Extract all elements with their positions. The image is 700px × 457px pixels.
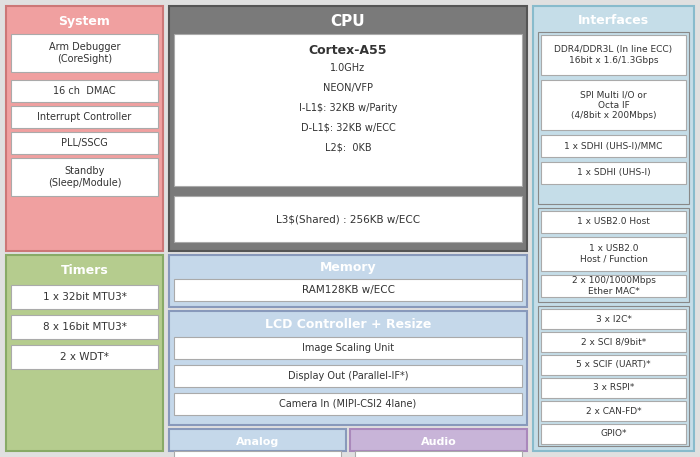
Text: DDR4/DDR3L (In line ECC)
16bit x 1.6/1.3Gbps: DDR4/DDR3L (In line ECC) 16bit x 1.6/1.3… [554, 45, 673, 65]
Bar [11, 80, 158, 102]
Bar [541, 275, 686, 297]
Bar [541, 211, 686, 233]
Text: 2 x 100/1000Mbps
Ether MAC*: 2 x 100/1000Mbps Ether MAC* [572, 276, 655, 296]
Bar [174, 337, 522, 359]
Bar [541, 135, 686, 157]
Text: NEON/VFP: NEON/VFP [323, 83, 373, 93]
Bar [538, 208, 689, 302]
Text: Cortex-A55: Cortex-A55 [309, 43, 387, 57]
Text: Audio: Audio [421, 437, 456, 447]
Bar [6, 6, 163, 251]
Bar [350, 429, 527, 451]
Bar [174, 279, 522, 301]
Text: System: System [59, 16, 111, 28]
Bar [541, 35, 686, 75]
Text: D-L1$: 32KB w/ECC: D-L1$: 32KB w/ECC [300, 123, 396, 133]
Bar [169, 429, 346, 451]
Text: Timers: Timers [61, 265, 108, 277]
Text: 5 x SCIF (UART)*: 5 x SCIF (UART)* [576, 361, 651, 370]
Text: SPI Multi I/O or
Octa IF
(4/8bit x 200Mbps): SPI Multi I/O or Octa IF (4/8bit x 200Mb… [570, 90, 657, 120]
Text: 3 x I2C*: 3 x I2C* [596, 314, 631, 324]
Bar [541, 162, 686, 184]
Text: CPU: CPU [330, 15, 365, 30]
Text: 2 x WDT*: 2 x WDT* [60, 352, 109, 362]
Text: 16 ch  DMAC: 16 ch DMAC [53, 86, 116, 96]
Bar [11, 315, 158, 339]
Text: Standby
(Sleep/Module): Standby (Sleep/Module) [48, 166, 121, 188]
Text: Display Out (Parallel-IF*): Display Out (Parallel-IF*) [288, 371, 408, 381]
Bar [174, 34, 522, 186]
Bar [11, 106, 158, 128]
Text: L2$:  0KB: L2$: 0KB [325, 143, 371, 153]
Bar [174, 196, 522, 242]
Text: Interrupt Controller: Interrupt Controller [37, 112, 132, 122]
Text: 1.0GHz: 1.0GHz [330, 63, 365, 73]
Text: PLL/SSCG: PLL/SSCG [61, 138, 108, 148]
Text: L3$(Shared) : 256KB w/ECC: L3$(Shared) : 256KB w/ECC [276, 214, 420, 224]
Bar [541, 378, 686, 398]
Text: 1 x SDHI (UHS-I): 1 x SDHI (UHS-I) [577, 169, 650, 177]
Text: Memory: Memory [320, 261, 377, 275]
Text: Image Scaling Unit: Image Scaling Unit [302, 343, 394, 353]
Bar [538, 306, 689, 446]
Text: 3 x RSPI*: 3 x RSPI* [593, 383, 634, 393]
Bar [169, 255, 527, 307]
Bar [541, 309, 686, 329]
Bar [541, 401, 686, 421]
Text: Analog: Analog [236, 437, 279, 447]
Bar [174, 365, 522, 387]
Text: GPIO*: GPIO* [601, 430, 626, 439]
Text: 1 x SDHI (UHS-I)/MMC: 1 x SDHI (UHS-I)/MMC [564, 142, 663, 150]
Text: 1 x 32bit MTU3*: 1 x 32bit MTU3* [43, 292, 127, 302]
Bar [11, 158, 158, 196]
Text: RAM128KB w/ECC: RAM128KB w/ECC [302, 285, 395, 295]
Bar [541, 80, 686, 130]
Bar [541, 424, 686, 444]
Text: Camera In (MIPI-CSI2 4lane): Camera In (MIPI-CSI2 4lane) [279, 399, 416, 409]
Bar [174, 451, 341, 457]
Bar [11, 285, 158, 309]
Text: 2 x SCI 8/9bit*: 2 x SCI 8/9bit* [581, 338, 646, 346]
Bar [541, 237, 686, 271]
Text: Interfaces: Interfaces [578, 14, 649, 27]
Bar [6, 255, 163, 451]
Text: 1 x USB2.0 Host: 1 x USB2.0 Host [577, 218, 650, 227]
Text: Arm Debugger
(CoreSight): Arm Debugger (CoreSight) [49, 42, 120, 64]
Bar [169, 6, 527, 251]
Bar [11, 132, 158, 154]
Bar [541, 355, 686, 375]
Text: 2 x CAN-FD*: 2 x CAN-FD* [586, 406, 641, 415]
Bar [541, 332, 686, 352]
Bar [355, 451, 522, 457]
Bar [174, 393, 522, 415]
Text: I-L1$: 32KB w/Parity: I-L1$: 32KB w/Parity [299, 103, 397, 113]
Bar [11, 345, 158, 369]
Text: LCD Controller + Resize: LCD Controller + Resize [265, 318, 431, 330]
Bar [533, 6, 694, 451]
Bar [11, 34, 158, 72]
Text: 1 x USB2.0
Host / Function: 1 x USB2.0 Host / Function [580, 244, 648, 264]
Bar [538, 32, 689, 204]
Bar [169, 311, 527, 425]
Text: 8 x 16bit MTU3*: 8 x 16bit MTU3* [43, 322, 127, 332]
